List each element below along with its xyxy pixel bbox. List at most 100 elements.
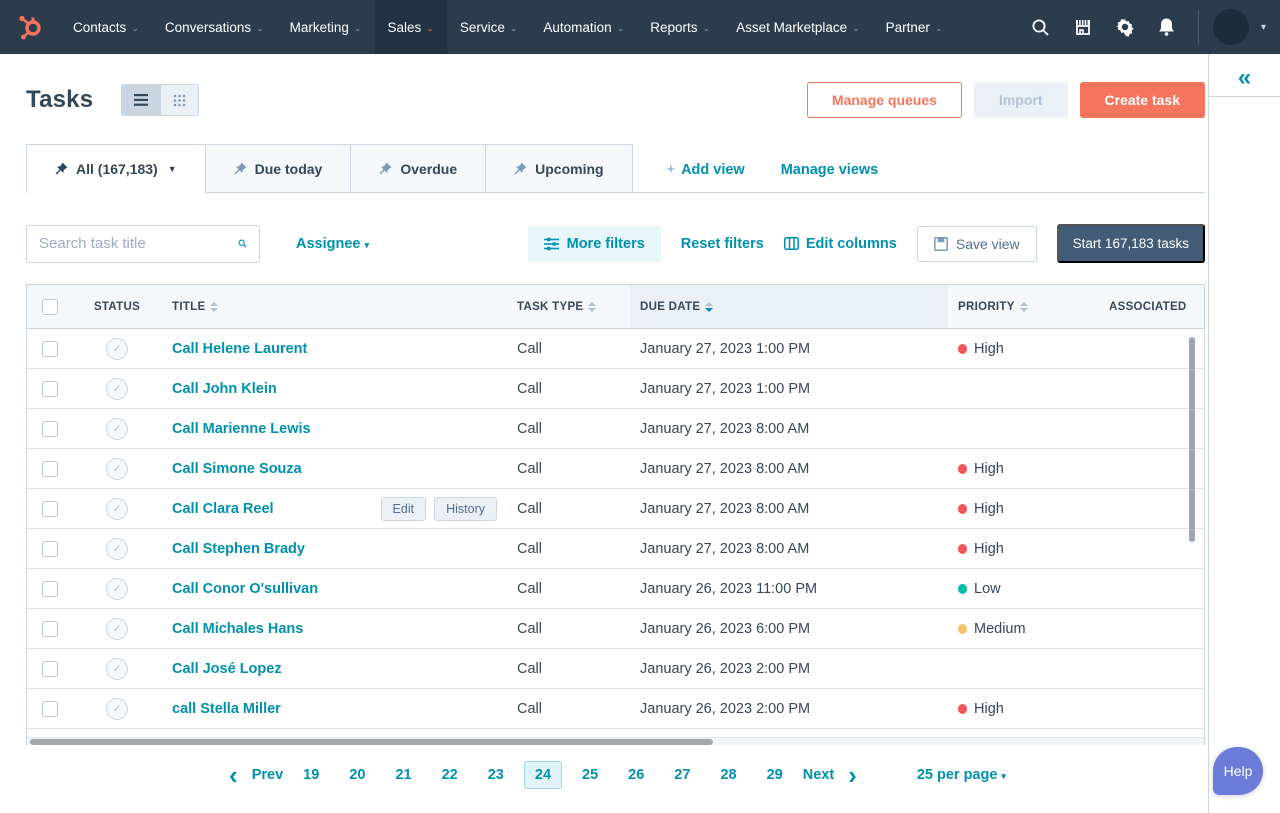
row-checkbox[interactable] — [41, 580, 58, 597]
row-checkbox[interactable] — [41, 700, 58, 717]
assignee-dropdown[interactable]: Assignee ▾ — [296, 235, 370, 252]
page-23[interactable]: 23 — [487, 767, 504, 783]
history-button[interactable]: History — [434, 496, 497, 521]
page-20[interactable]: 20 — [349, 767, 366, 783]
marketplace-icon[interactable] — [1066, 10, 1100, 44]
task-title-link[interactable]: Call Marienne Lewis — [172, 420, 311, 437]
page-19[interactable]: 19 — [303, 767, 320, 783]
complete-task-toggle[interactable]: ✓ — [106, 617, 128, 640]
search-task-input[interactable] — [39, 235, 238, 252]
nav-item-conversations[interactable]: Conversations ⌄ — [164, 19, 264, 35]
page-26[interactable]: 26 — [628, 767, 645, 783]
row-checkbox[interactable] — [41, 660, 58, 677]
account-chevron-down-icon[interactable]: ▾ — [1260, 21, 1266, 33]
row-checkbox[interactable] — [41, 620, 58, 637]
task-type-cell: Call — [517, 460, 542, 477]
column-header-priority[interactable]: PRIORITY — [948, 285, 1099, 328]
complete-task-toggle[interactable]: ✓ — [106, 457, 128, 480]
nav-item-automation[interactable]: Automation ⌄ — [543, 19, 625, 35]
nav-item-partner[interactable]: Partner ⌄ — [885, 19, 943, 35]
nav-item-service[interactable]: Service ⌄ — [459, 19, 518, 35]
row-checkbox[interactable] — [41, 460, 58, 477]
complete-task-toggle[interactable]: ✓ — [106, 657, 128, 680]
page-21[interactable]: 21 — [395, 767, 412, 783]
pin-icon — [55, 162, 68, 175]
column-header-title[interactable]: TITLE — [162, 285, 507, 328]
nav-item-reports[interactable]: Reports ⌄ — [650, 19, 711, 35]
tab-upcoming[interactable]: Upcoming — [486, 144, 633, 192]
complete-task-toggle[interactable]: ✓ — [106, 577, 128, 600]
list-view-button[interactable] — [122, 85, 161, 115]
row-checkbox[interactable] — [41, 500, 58, 517]
complete-task-toggle[interactable]: ✓ — [106, 377, 128, 400]
edit-columns-button[interactable]: Edit columns — [783, 236, 897, 252]
column-header-due-date[interactable]: DUE DATE — [630, 285, 948, 328]
page-24-current[interactable]: 24 — [523, 761, 563, 789]
row-checkbox[interactable] — [41, 540, 58, 557]
collapse-panel-button[interactable]: « — [1237, 64, 1252, 91]
save-view-button[interactable]: Save view — [916, 225, 1037, 262]
hubspot-logo[interactable] — [0, 12, 60, 42]
search-icon[interactable] — [238, 235, 247, 252]
prev-page-button[interactable]: Prev — [251, 767, 284, 783]
per-page-dropdown[interactable]: 25 per page ▾ — [916, 767, 1006, 783]
row-checkbox[interactable] — [41, 340, 58, 357]
task-title-link[interactable]: Call John Klein — [172, 380, 277, 397]
next-page-button[interactable]: Next — [802, 767, 835, 783]
row-checkbox[interactable] — [41, 380, 58, 397]
page-25[interactable]: 25 — [582, 767, 599, 783]
page-29[interactable]: 29 — [766, 767, 783, 783]
manage-queues-button[interactable]: Manage queues — [806, 82, 962, 118]
search-icon[interactable] — [1024, 10, 1058, 44]
priority-dot — [958, 463, 967, 474]
task-title-link[interactable]: Call Simone Souza — [172, 460, 302, 477]
task-title-link[interactable]: Call Helene Laurent — [172, 340, 308, 357]
help-button[interactable]: Help — [1213, 747, 1263, 795]
column-header-status[interactable]: STATUS — [93, 300, 141, 313]
add-view-button[interactable]: + Add view — [666, 162, 745, 178]
settings-icon[interactable] — [1108, 10, 1142, 44]
chevron-down-icon: ⌄ — [353, 22, 362, 33]
tab-all-167-183[interactable]: All (167,183) ▼ — [26, 144, 206, 193]
more-filters-button[interactable]: More filters — [527, 225, 661, 262]
page-22[interactable]: 22 — [441, 767, 458, 783]
task-title-link[interactable]: Call José Lopez — [172, 660, 282, 677]
import-button[interactable]: Import — [973, 82, 1068, 118]
horizontal-scrollbar[interactable] — [30, 739, 713, 745]
notifications-icon[interactable] — [1150, 10, 1184, 44]
task-title-link[interactable]: Call Clara Reel — [172, 500, 274, 517]
column-header-associated[interactable]: ASSOCIATED — [1109, 300, 1187, 313]
task-title-link[interactable]: Call Michales Hans — [172, 620, 304, 637]
row-checkbox[interactable] — [41, 420, 58, 437]
reset-filters-link[interactable]: Reset filters — [680, 235, 764, 252]
nav-item-marketing[interactable]: Marketing ⌄ — [289, 19, 362, 35]
complete-task-toggle[interactable]: ✓ — [106, 417, 128, 440]
avatar[interactable] — [1212, 9, 1249, 45]
sort-desc-icon — [705, 301, 714, 312]
task-title-link[interactable]: call Stella Miller — [172, 700, 281, 717]
nav-item-asset-marketplace[interactable]: Asset Marketplace ⌄ — [736, 19, 860, 35]
select-all-checkbox[interactable] — [41, 298, 58, 315]
board-view-button[interactable] — [160, 85, 199, 115]
complete-task-toggle[interactable]: ✓ — [106, 537, 128, 560]
tab-due-today[interactable]: Due today — [205, 144, 352, 192]
manage-views-link[interactable]: Manage views — [780, 162, 879, 178]
complete-task-toggle[interactable]: ✓ — [106, 697, 128, 720]
chevron-left-icon[interactable]: ‹ — [229, 760, 238, 790]
nav-item-contacts[interactable]: Contacts ⌄ — [73, 19, 139, 35]
complete-task-toggle[interactable]: ✓ — [106, 337, 128, 360]
create-task-button[interactable]: Create task — [1079, 82, 1205, 118]
tab-overdue[interactable]: Overdue — [351, 144, 487, 192]
page-28[interactable]: 28 — [720, 767, 737, 783]
start-tasks-button[interactable]: Start 167,183 tasks — [1056, 224, 1205, 263]
chevron-right-icon[interactable]: › — [848, 760, 857, 790]
chevron-down-icon: ⌄ — [702, 22, 711, 33]
complete-task-toggle[interactable]: ✓ — [106, 497, 128, 520]
task-title-link[interactable]: Call Conor O'sullivan — [172, 580, 319, 597]
edit-button[interactable]: Edit — [380, 496, 427, 521]
vertical-scrollbar[interactable] — [1189, 337, 1195, 542]
column-header-task-type[interactable]: TASK TYPE — [507, 285, 630, 328]
page-27[interactable]: 27 — [674, 767, 691, 783]
nav-item-sales[interactable]: Sales ⌄ — [374, 0, 447, 54]
task-title-link[interactable]: Call Stephen Brady — [172, 540, 305, 557]
